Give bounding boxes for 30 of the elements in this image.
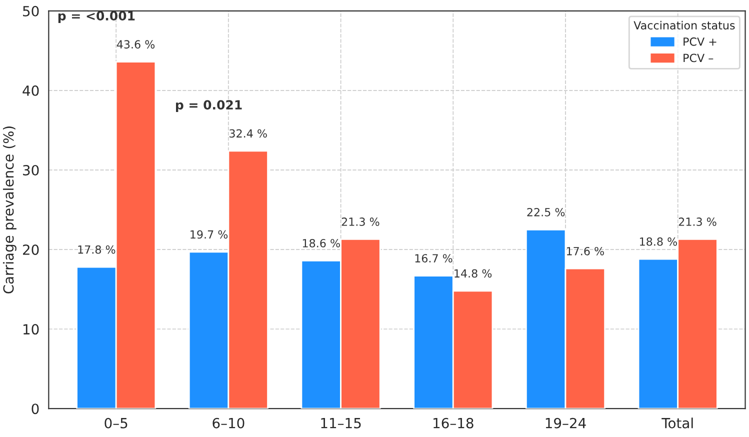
data-label: 32.4 % — [230, 129, 267, 138]
x-tick-label: 16–18 — [434, 418, 474, 428]
x-tick-label: Total — [662, 418, 693, 428]
legend-label: PCV – — [684, 54, 714, 62]
y-tick-label: 10 — [24, 324, 39, 335]
data-label: 22.5 % — [527, 208, 565, 216]
y-axis-title: Carriage prevalence (%) — [2, 126, 16, 294]
annotation: p = 0.021 — [176, 100, 242, 112]
data-label: 14.8 % — [454, 269, 492, 278]
data-label: 18.6 % — [302, 238, 340, 248]
legend-label: PCV + — [684, 37, 716, 46]
x-tick-label: 6–10 — [212, 418, 244, 428]
data-label: 19.7 % — [190, 230, 228, 239]
y-tick-label: 50 — [23, 6, 39, 16]
legend-title: Vaccination status — [634, 20, 735, 30]
y-tick-label: 40 — [22, 85, 39, 96]
y-tick-label: 0 — [32, 404, 39, 414]
data-label: 21.3 % — [342, 218, 380, 226]
x-tick-label: 0–5 — [104, 418, 128, 428]
data-label: 17.6 % — [566, 246, 604, 256]
annotation: p = <0.001 — [58, 11, 135, 23]
data-label: 43.6 % — [116, 40, 155, 49]
y-tick-label: 30 — [23, 164, 39, 176]
y-tick-label: 20 — [23, 244, 39, 255]
x-tick-label: 19–24 — [546, 418, 586, 428]
x-tick-label: 11–15 — [321, 418, 361, 428]
data-label: 16.7 % — [415, 254, 452, 263]
data-label: 21.3 % — [678, 218, 716, 226]
data-label: 18.8 % — [640, 237, 677, 246]
data-label: 17.8 % — [78, 245, 116, 254]
